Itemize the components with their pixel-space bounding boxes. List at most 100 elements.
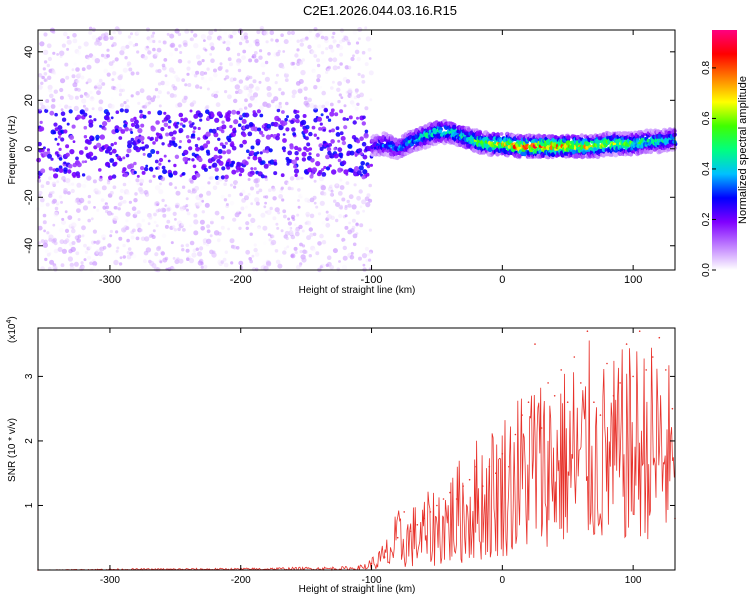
spectrogram-cell (41, 184, 45, 188)
spectrogram-cell (56, 180, 59, 183)
spectrogram-cell (238, 69, 241, 72)
spectrogram-cell (370, 98, 373, 101)
spectrogram-cell (218, 155, 222, 159)
spectrogram-cell (283, 121, 288, 126)
spectrogram-cell (216, 181, 220, 185)
spectrogram-cell (184, 96, 188, 100)
spectrogram-cell (319, 86, 322, 89)
spectrogram-cell (303, 129, 308, 134)
spectrogram-cell (41, 76, 45, 80)
spectrogram-cell (86, 82, 89, 85)
spectrogram-cell (249, 151, 254, 156)
spectrogram-cell (330, 86, 334, 90)
spectrogram-cell (286, 115, 289, 118)
spectrogram-cell (311, 50, 316, 55)
spectrogram-cell (75, 96, 79, 100)
spectrogram-cell (157, 246, 161, 250)
spectrogram-cell (253, 156, 258, 161)
spectrogram-cell (344, 36, 349, 41)
spectrogram-cell (363, 264, 366, 267)
spectrogram-cell (370, 164, 373, 167)
spectrogram-cell (366, 173, 370, 177)
spectrogram-cell (91, 96, 94, 99)
spectrogram-cell (230, 238, 235, 243)
spectrogram-cell (89, 123, 94, 128)
spectrogram-cell (193, 230, 198, 235)
spectrogram-cell (294, 151, 298, 155)
spectrogram-cell (285, 127, 289, 131)
spectrogram-cell (40, 121, 43, 124)
spectrogram-cell (230, 35, 234, 39)
spectrogram-cell (236, 183, 240, 187)
spectrogram-cell (83, 205, 88, 210)
spectrogram-cell (147, 153, 152, 158)
spectrogram-cell (608, 132, 611, 135)
spectrogram-cell (239, 173, 242, 176)
spectrogram-cell (40, 102, 44, 106)
spectrogram-cell (139, 228, 143, 232)
spectrogram-cell (206, 140, 210, 144)
spectrogram-cell (174, 218, 177, 221)
spectrogram-cell (127, 61, 131, 65)
spectrogram-cell (178, 33, 181, 36)
spectrogram-cell (123, 183, 127, 187)
snr-data-point (613, 395, 615, 397)
spectrogram-cell (52, 70, 56, 74)
spectrogram-cell (84, 258, 87, 261)
spectrogram-cell (51, 104, 56, 109)
spectrogram-cell (134, 192, 138, 196)
spectrogram-cell (207, 35, 212, 40)
spectrogram-cell (273, 96, 278, 101)
spectrogram-cell (220, 37, 225, 42)
spectrogram-cell (44, 258, 47, 261)
snr-data-point (417, 524, 419, 526)
spectrogram-cell (282, 209, 286, 213)
spectrogram-cell (366, 36, 371, 41)
spectrogram-snr-figure: C2E1.2026.044.03.16.R15 -300 -200 -100 0 100… (0, 0, 750, 600)
spectrogram-cell (332, 81, 335, 84)
spectrogram-cell (123, 68, 128, 73)
spectrogram-cell (297, 199, 300, 202)
spectrogram-cell (309, 147, 313, 151)
spectrogram-cell (649, 150, 653, 154)
spectrogram-cell (85, 251, 88, 254)
spectrogram-cell (204, 72, 207, 75)
spectrogram-cell (188, 121, 191, 124)
spectrogram-cell (337, 81, 342, 86)
spectrogram-cell (79, 266, 84, 271)
spectrogram-cell (231, 170, 236, 175)
snr-data-point (515, 434, 517, 436)
spectrogram-cell (112, 174, 116, 178)
spectrogram-cell (362, 210, 365, 213)
spectrogram-cell (106, 49, 109, 52)
spectrogram-cell (343, 169, 348, 174)
spectrogram-cell (359, 136, 364, 141)
spectrogram-cell (82, 173, 85, 176)
spectrogram-cell (39, 202, 44, 207)
spectrogram-cell (269, 148, 273, 152)
spectrogram-cell (453, 125, 457, 129)
spectrogram-cell (165, 133, 169, 137)
spectrogram-cell (181, 244, 184, 247)
spectrogram-cell (233, 119, 238, 124)
spectrogram-cell (45, 105, 50, 110)
spectrogram-cell (244, 98, 248, 102)
spectrogram-cell (54, 138, 57, 141)
spectrogram-cell (44, 60, 47, 63)
spectrogram-cell (150, 137, 154, 141)
spectrogram-cell (242, 140, 247, 145)
spectrogram-cell (282, 66, 285, 69)
spectrogram-cell (229, 125, 232, 128)
spectrogram-cell (72, 74, 76, 78)
spectrogram-cell (290, 176, 295, 181)
spectrogram-cell (368, 184, 372, 188)
spectrogram-cell (124, 127, 129, 132)
spectrogram-cell (241, 55, 246, 60)
snr-data-point (541, 427, 543, 429)
spectrogram-cell (348, 222, 351, 225)
spectrogram-cell (241, 190, 245, 194)
spectrogram-cell (223, 182, 227, 186)
spectrogram-cell (580, 133, 584, 137)
spectrogram-y-tick-label: 20 (23, 94, 35, 106)
spectrogram-cell (356, 196, 361, 201)
